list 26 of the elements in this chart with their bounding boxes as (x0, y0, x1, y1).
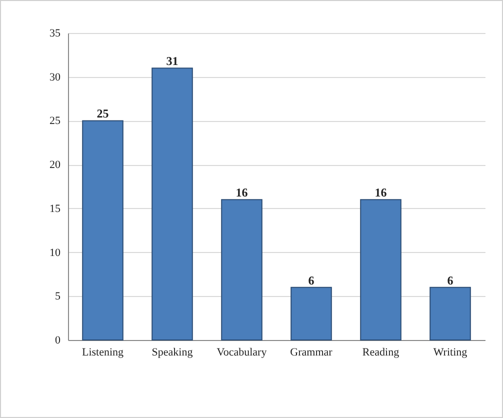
data-label: 25 (96, 106, 109, 121)
x-tick-label: Listening (82, 346, 124, 358)
data-label: 31 (166, 54, 178, 68)
data-label: 6 (447, 273, 454, 288)
bar (221, 199, 262, 340)
y-tick-label: 5 (55, 290, 61, 303)
x-tick-label: Speaking (152, 346, 194, 358)
y-tick-label: 0 (55, 334, 61, 346)
x-tick-label: Reading (362, 346, 400, 358)
x-tick-label: Grammar (290, 346, 333, 358)
y-tick-label: 25 (50, 115, 61, 128)
x-tick-label: Writing (433, 346, 468, 358)
data-label: 16 (236, 186, 248, 200)
y-tick-label: 20 (50, 159, 61, 172)
bar (152, 68, 193, 340)
y-tick-label: 35 (50, 28, 61, 40)
data-label: 6 (308, 273, 314, 288)
x-tick-label: Vocabulary (216, 346, 268, 358)
data-label: 16 (374, 186, 387, 200)
bar (360, 199, 402, 340)
y-tick-label: 15 (50, 202, 61, 215)
bar (430, 286, 471, 340)
bar (82, 120, 124, 340)
bar (290, 286, 332, 340)
y-tick-label: 10 (50, 246, 61, 259)
y-tick-label: 30 (50, 71, 61, 84)
